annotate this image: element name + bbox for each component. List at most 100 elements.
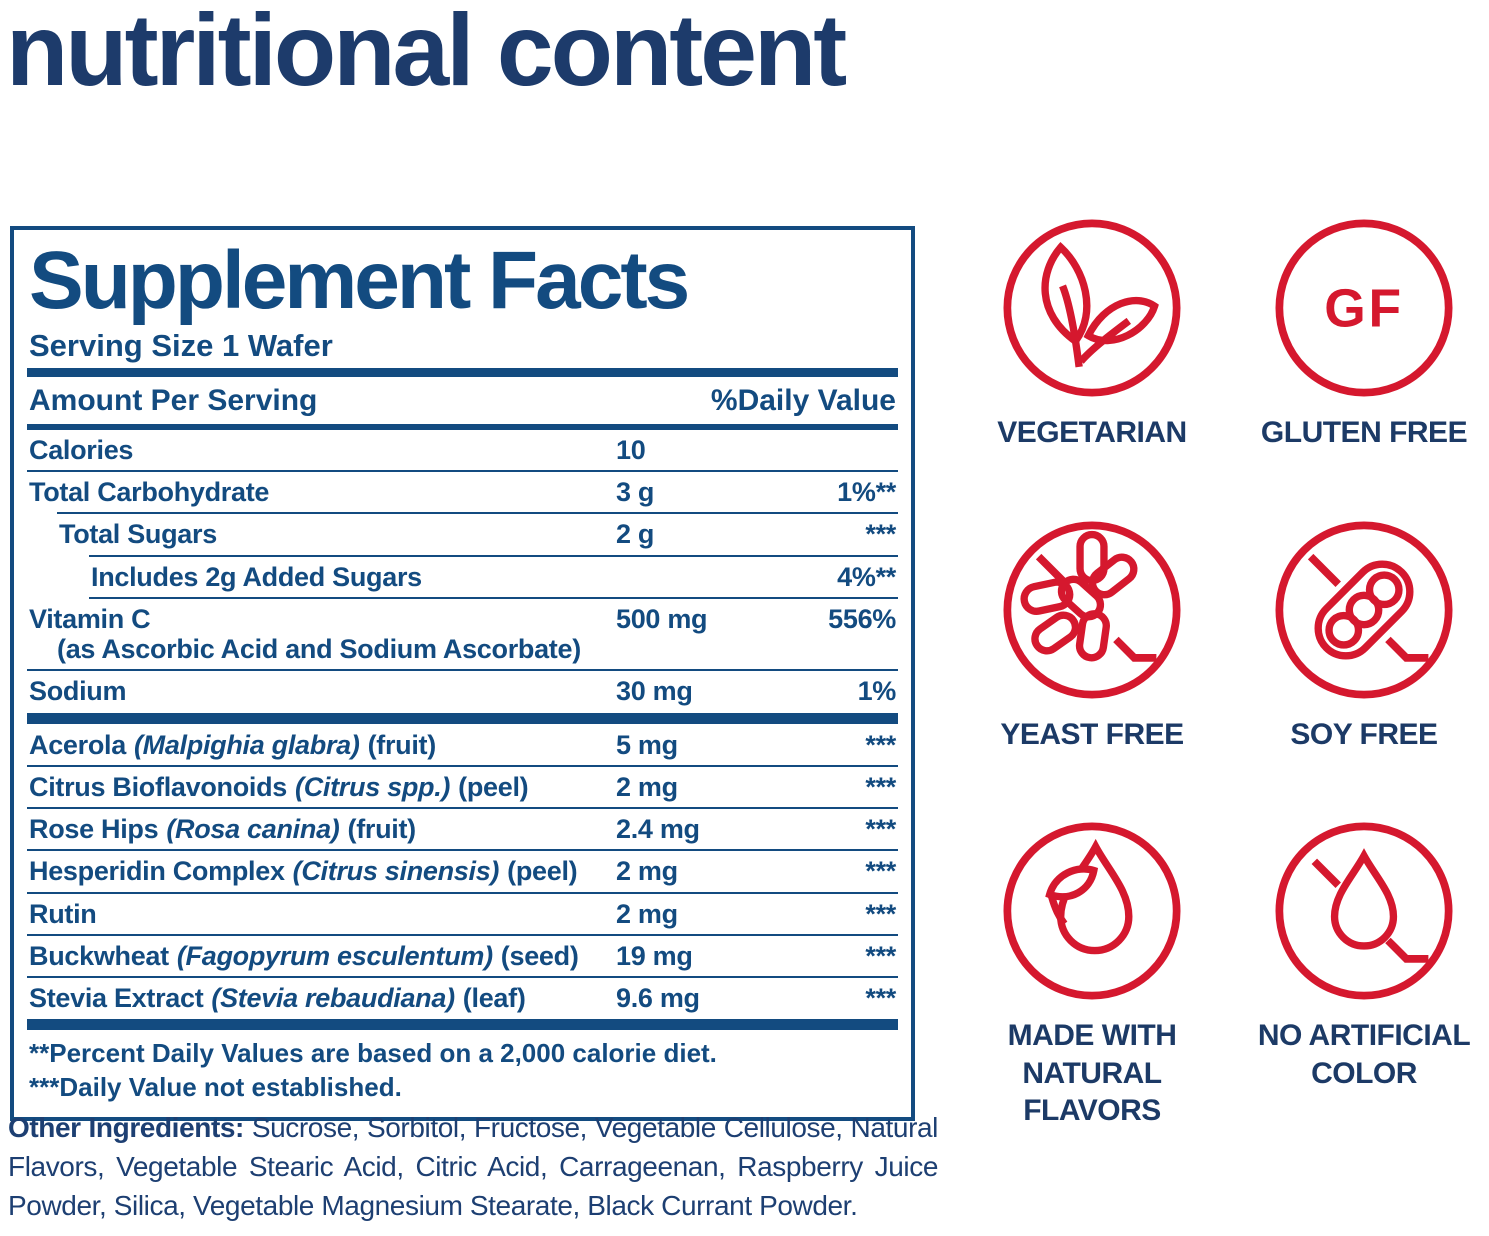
plant-part: (peel) bbox=[458, 771, 529, 802]
nutrient-amount: 500 mg bbox=[616, 603, 708, 634]
other-ingredients-text: Sucrose, Sorbitol, Fructose, Vegetable C… bbox=[8, 1112, 938, 1222]
badge-label: YEAST FREE bbox=[1000, 717, 1184, 751]
badge-natural-flavors: MADE WITH NATURAL FLAVORS bbox=[966, 819, 1218, 1130]
nutrient-name: Acerola (Malpighia glabra) (fruit) bbox=[29, 729, 437, 760]
plant-part: (leaf) bbox=[462, 983, 526, 1014]
nutrient-name: Buckwheat (Fagopyrum esculentum) (seed) bbox=[29, 940, 579, 971]
nutrient-amount: 2 mg bbox=[616, 898, 678, 929]
divider-thin bbox=[57, 512, 898, 515]
nutrient-dv: 1% bbox=[857, 676, 897, 707]
divider-thin bbox=[27, 470, 898, 473]
divider-thin bbox=[27, 891, 898, 894]
nutrient-amount: 2 mg bbox=[616, 771, 678, 802]
table-row: Citrus Bioflavonoids (Citrus spp.) (peel) … bbox=[27, 767, 898, 807]
badge-label: VEGETARIAN bbox=[997, 416, 1187, 449]
nutrient-amount: 10 bbox=[616, 435, 646, 465]
badge-gluten-free: GF GLUTEN FREE bbox=[1238, 216, 1489, 452]
nutrient-amount: 2.4 mg bbox=[616, 814, 700, 845]
botanical-name: (Stevia rebaudiana) bbox=[211, 983, 455, 1014]
nutrient-dv: *** bbox=[865, 771, 896, 802]
nutrient-name: Stevia Extract (Stevia rebaudiana) (leaf) bbox=[29, 983, 526, 1014]
plant-part: (fruit) bbox=[367, 729, 437, 760]
nutrient-dv: *** bbox=[865, 940, 896, 971]
nutrient-amount: 2 mg bbox=[616, 856, 678, 887]
nutrient-source-note: (as Ascorbic Acid and Sodium Ascorbate) bbox=[57, 634, 581, 665]
other-ingredients: Other Ingredients: Sucrose, Sorbitol, Fr… bbox=[8, 1108, 938, 1226]
plant-part: (fruit) bbox=[347, 814, 417, 845]
nutrient-name: Rutin bbox=[29, 898, 97, 929]
divider-thick bbox=[27, 1019, 898, 1031]
botanical-name: (Malpighia glabra) bbox=[133, 729, 360, 760]
nutrient-dv: 556% bbox=[828, 603, 896, 634]
nutrient-dv: 1%** bbox=[837, 477, 896, 508]
footnotes: **Percent Daily Values are based on a 2,… bbox=[27, 1031, 898, 1107]
table-header: Amount Per Serving %Daily Value bbox=[27, 380, 898, 424]
table-row: Total Carbohydrate 3 g 1%** bbox=[27, 472, 898, 512]
column-daily-value: %Daily Value bbox=[710, 384, 896, 417]
table-row: Acerola (Malpighia glabra) (fruit) 5 mg *** bbox=[27, 725, 898, 765]
table-row: Rose Hips (Rosa canina) (fruit) 2.4 mg *** bbox=[27, 809, 898, 849]
divider-thin bbox=[27, 976, 898, 979]
nutrient-name: Vitamin C (as Ascorbic Acid and Sodium As… bbox=[29, 603, 581, 665]
divider-thick bbox=[27, 368, 898, 377]
nutrient-dv: *** bbox=[865, 814, 896, 845]
soy-free-icon bbox=[1275, 520, 1453, 699]
nutrient-amount: 5 mg bbox=[616, 729, 678, 760]
natural-flavors-drop-leaf-icon bbox=[1003, 822, 1181, 1000]
plant-part: (peel) bbox=[507, 856, 578, 887]
table-row: Includes 2g Added Sugars 4%** bbox=[27, 557, 898, 597]
badge-label: SOY FREE bbox=[1290, 717, 1438, 751]
badge-soy-free: SOY FREE bbox=[1238, 518, 1489, 754]
badge-no-artificial-color: NO ARTIFICIAL COLOR bbox=[1238, 819, 1489, 1130]
serving-size: Serving Size 1 Wafer bbox=[29, 328, 333, 363]
divider-thin bbox=[27, 849, 898, 852]
nutrient-name: Total Sugars bbox=[59, 519, 217, 550]
other-ingredients-label: Other Ingredients: bbox=[8, 1112, 244, 1143]
nutrient-amount: 30 mg bbox=[616, 676, 693, 707]
badge-label: NO ARTIFICIAL COLOR bbox=[1257, 1019, 1471, 1090]
nutrient-name: Total Carbohydrate bbox=[29, 477, 270, 508]
gluten-free-icon: GF bbox=[1275, 219, 1453, 397]
botanical-name: (Citrus sinensis) bbox=[292, 856, 500, 887]
table-row: Sodium 30 mg 1% bbox=[27, 671, 898, 711]
divider-thin bbox=[27, 669, 898, 672]
nutrient-amount: 2 g bbox=[616, 519, 655, 550]
footnote-not-established: ***Daily Value not established. bbox=[29, 1072, 402, 1103]
gf-text: GF bbox=[1324, 279, 1404, 338]
leaves-icon bbox=[1003, 219, 1181, 397]
botanical-name: (Fagopyrum esculentum) bbox=[176, 940, 493, 971]
table-row: Buckwheat (Fagopyrum esculentum) (seed) 19… bbox=[27, 936, 898, 976]
badge-grid: VEGETARIAN GF GLUTEN FREE YEAST FREE bbox=[966, 216, 1489, 1196]
nutrient-name: Rose Hips (Rosa canina) (fruit) bbox=[29, 814, 417, 845]
nutrient-dv: *** bbox=[865, 856, 896, 887]
botanical-name: (Rosa canina) bbox=[166, 814, 340, 845]
nutrient-name: Hesperidin Complex (Citrus sinensis) (peel… bbox=[29, 856, 578, 887]
divider-thin bbox=[89, 554, 898, 557]
badge-yeast-free: YEAST FREE bbox=[966, 518, 1218, 754]
divider-thin bbox=[27, 764, 898, 767]
table-row: Vitamin C (as Ascorbic Acid and Sodium As… bbox=[27, 599, 898, 669]
badge-vegetarian: VEGETARIAN bbox=[966, 216, 1218, 452]
nutrient-dv: *** bbox=[865, 729, 896, 760]
table-row: Stevia Extract (Stevia rebaudiana) (leaf) … bbox=[27, 978, 898, 1018]
nutrient-name: Sodium bbox=[29, 676, 127, 707]
badge-label: GLUTEN FREE bbox=[1260, 416, 1468, 449]
yeast-free-icon bbox=[1003, 520, 1181, 699]
table-row: Hesperidin Complex (Citrus sinensis) (peel… bbox=[27, 851, 898, 891]
plant-part: (seed) bbox=[500, 940, 579, 971]
nutrient-name: Calories bbox=[29, 435, 134, 465]
divider-thin bbox=[89, 596, 898, 599]
divider-thick bbox=[27, 712, 898, 724]
divider-medium bbox=[27, 424, 898, 430]
nutrient-amount: 3 g bbox=[616, 477, 655, 508]
table-row: Rutin 2 mg *** bbox=[27, 894, 898, 934]
divider-thin bbox=[27, 933, 898, 936]
nutrient-amount: 9.6 mg bbox=[616, 983, 700, 1014]
footnote-daily-values: **Percent Daily Values are based on a 2,… bbox=[29, 1038, 717, 1069]
supplement-facts-panel: Supplement Facts Serving Size 1 Wafer Am… bbox=[10, 226, 915, 1121]
supplement-facts-title: Supplement Facts bbox=[29, 235, 690, 326]
nutrient-name: Citrus Bioflavonoids (Citrus spp.) (peel) bbox=[29, 771, 529, 802]
table-row: Calories 10 bbox=[27, 430, 898, 470]
nutrient-name: Includes 2g Added Sugars bbox=[91, 561, 422, 592]
no-artificial-color-drop-icon bbox=[1275, 822, 1453, 1000]
